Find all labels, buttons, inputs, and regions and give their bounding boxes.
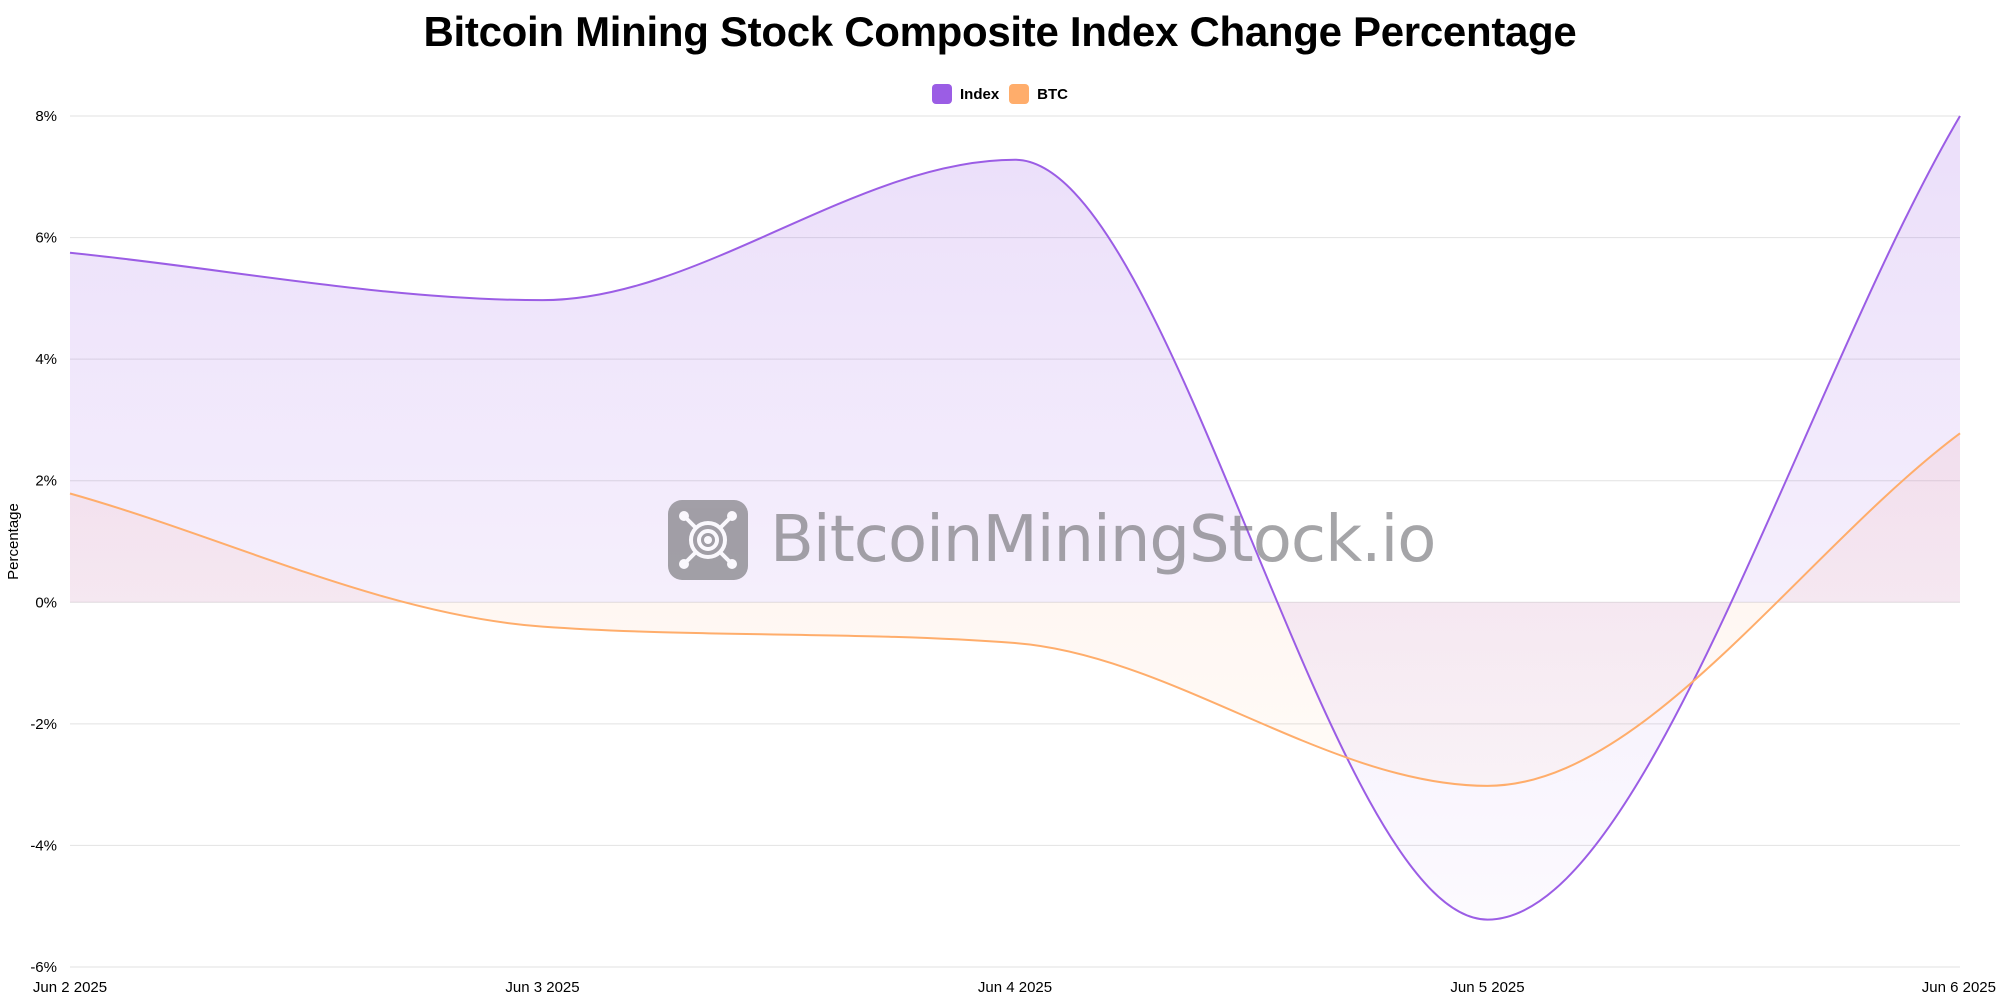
y-tick-label: 2% <box>35 473 57 490</box>
watermark-text: BitcoinMiningStock.io <box>770 503 1435 577</box>
x-tick-label: Jun 2 2025 <box>33 979 107 996</box>
y-tick-label: 8% <box>35 108 57 125</box>
x-tick-label: Jun 5 2025 <box>1450 979 1524 996</box>
x-tick-label: Jun 6 2025 <box>1922 979 1996 996</box>
watermark: BitcoinMiningStock.io <box>668 500 1435 580</box>
y-tick-label: 4% <box>35 351 57 368</box>
y-axis-title: Percentage <box>5 503 22 580</box>
y-tick-label: -6% <box>30 959 57 976</box>
y-tick-label: 0% <box>35 594 57 611</box>
bitcoin-mining-logo-icon <box>668 500 748 580</box>
x-tick-label: Jun 4 2025 <box>978 979 1052 996</box>
y-tick-label: 6% <box>35 230 57 247</box>
x-tick-label: Jun 3 2025 <box>505 979 579 996</box>
y-tick-label: -2% <box>30 716 57 733</box>
y-tick-label: -4% <box>30 837 57 854</box>
